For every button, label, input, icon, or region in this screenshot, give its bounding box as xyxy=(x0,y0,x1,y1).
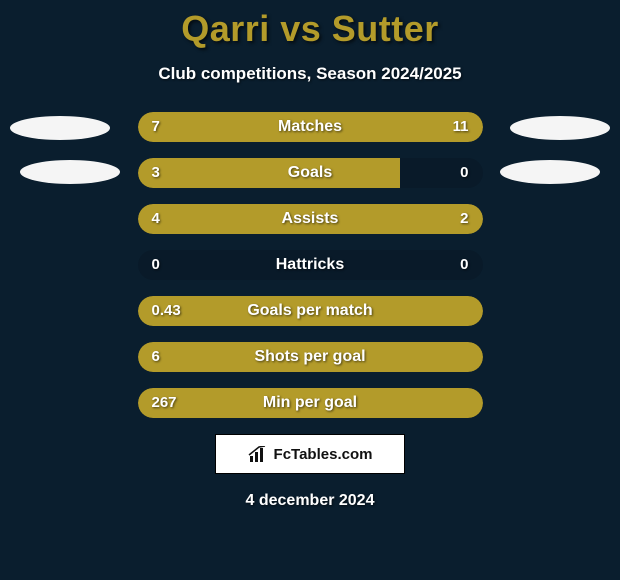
subtitle: Club competitions, Season 2024/2025 xyxy=(0,64,620,84)
bar-label: Matches xyxy=(138,112,483,142)
bar-row: 0.43Goals per match xyxy=(138,296,483,326)
player-left-avatar-top xyxy=(10,116,110,140)
player-right-avatar-bottom xyxy=(500,160,600,184)
date-label: 4 december 2024 xyxy=(0,492,620,510)
bar-label: Goals per match xyxy=(138,296,483,326)
bar-row: 00Hattricks xyxy=(138,250,483,280)
watermark-text: FcTables.com xyxy=(274,446,373,463)
bar-row: 267Min per goal xyxy=(138,388,483,418)
player-right-avatar-top xyxy=(510,116,610,140)
bars-container: 711Matches 30Goals 42Assists 00Hattricks 0.4… xyxy=(138,112,483,418)
bar-row: 711Matches xyxy=(138,112,483,142)
bar-label: Hattricks xyxy=(138,250,483,280)
player-left-avatar-bottom xyxy=(20,160,120,184)
bar-label: Goals xyxy=(138,158,483,188)
bar-label: Shots per goal xyxy=(138,342,483,372)
comparison-chart: 711Matches 30Goals 42Assists 00Hattricks 0.4… xyxy=(0,112,620,418)
bar-label: Assists xyxy=(138,204,483,234)
watermark: FcTables.com xyxy=(215,434,405,474)
bar-row: 30Goals xyxy=(138,158,483,188)
chart-icon xyxy=(248,446,268,462)
page-title: Qarri vs Sutter xyxy=(0,0,620,50)
bar-row: 6Shots per goal xyxy=(138,342,483,372)
bar-label: Min per goal xyxy=(138,388,483,418)
bar-row: 42Assists xyxy=(138,204,483,234)
